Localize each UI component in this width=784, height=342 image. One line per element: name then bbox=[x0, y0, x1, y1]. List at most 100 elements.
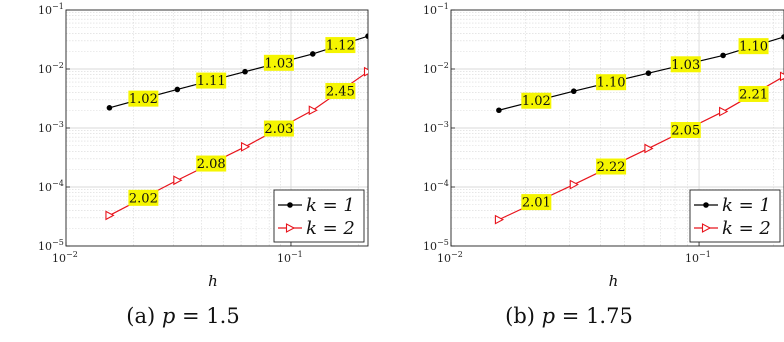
y-tick-label: 10−4 bbox=[423, 179, 449, 194]
y-tick-exponent: −3 bbox=[52, 120, 64, 129]
panel-caption: (a) p = 1.5 bbox=[126, 304, 239, 328]
y-tick-exponent: −1 bbox=[52, 2, 64, 11]
x-tick-exponent: −2 bbox=[451, 250, 463, 259]
y-tick-exponent: −4 bbox=[437, 179, 449, 188]
grid bbox=[451, 10, 784, 246]
data-point-k1 bbox=[570, 88, 577, 95]
caption-variable: p bbox=[162, 304, 175, 328]
slope-label: 1.03 bbox=[671, 58, 700, 73]
slope-label-box bbox=[738, 38, 769, 55]
y-tick-exponent: −2 bbox=[437, 61, 449, 70]
slope-label-box bbox=[738, 85, 769, 102]
y-tick-base: 10 bbox=[423, 122, 437, 135]
legend-label-k2: k = 2 bbox=[306, 218, 355, 239]
data-point-k2 bbox=[240, 141, 251, 152]
data-point-k2 bbox=[308, 105, 318, 116]
slope-label: 1.03 bbox=[264, 56, 293, 71]
y-tick-base: 10 bbox=[423, 181, 437, 194]
data-point-k1 bbox=[781, 34, 784, 40]
data-point-k2 bbox=[644, 143, 654, 154]
slope-label: 2.02 bbox=[129, 191, 158, 206]
data-point-k2 bbox=[363, 66, 368, 77]
slope-label: 1.12 bbox=[326, 39, 355, 54]
data-point-k1 bbox=[720, 52, 726, 59]
slope-label: 2.45 bbox=[326, 84, 355, 99]
y-tick-label: 10−2 bbox=[38, 61, 64, 76]
slope-label-box bbox=[128, 189, 159, 206]
data-point-k2 bbox=[719, 106, 729, 117]
slope-label-box bbox=[325, 82, 356, 99]
slope-label-box bbox=[196, 155, 227, 172]
slope-label-box bbox=[263, 120, 294, 137]
slope-label-box bbox=[596, 158, 627, 175]
y-tick-label: 10−5 bbox=[38, 238, 64, 253]
legend-marker-k1 bbox=[703, 202, 709, 208]
slope-label: 1.02 bbox=[129, 92, 158, 107]
panel-caption: (b) p = 1.75 bbox=[505, 304, 633, 328]
legend-marker-k1 bbox=[287, 202, 293, 208]
y-tick-base: 10 bbox=[38, 122, 52, 135]
x-tick-label: 10−1 bbox=[685, 250, 711, 265]
x-tick-label: 10−2 bbox=[52, 250, 78, 265]
slope-label: 2.05 bbox=[671, 124, 700, 139]
data-point-k1 bbox=[365, 33, 368, 39]
y-tick-label: 10−1 bbox=[423, 2, 449, 17]
y-tick-label: 10−4 bbox=[38, 179, 64, 194]
data-point-k1 bbox=[174, 86, 181, 93]
x-tick-base: 10 bbox=[437, 252, 451, 265]
slope-label: 1.11 bbox=[197, 74, 226, 89]
legend-marker-k2 bbox=[701, 223, 712, 233]
slope-label-box bbox=[670, 122, 701, 139]
y-tick-label: 10−3 bbox=[423, 120, 449, 135]
slope-label-box bbox=[521, 194, 552, 211]
caption-variable: p bbox=[542, 304, 555, 328]
slope-label: 1.02 bbox=[522, 94, 551, 109]
legend-label-k1: k = 1 bbox=[306, 195, 355, 216]
slope-label: 1.10 bbox=[597, 76, 626, 91]
y-tick-label: 10−5 bbox=[423, 238, 449, 253]
data-point-k2 bbox=[494, 214, 505, 225]
caption-value: = 1.75 bbox=[555, 304, 633, 328]
panel-b: 10−510−410−310−210−110−2 10−1h1.021.101.0… bbox=[423, 2, 784, 328]
slope-label: 2.22 bbox=[597, 160, 626, 175]
caption-value: = 1.5 bbox=[175, 304, 239, 328]
y-tick-exponent: −5 bbox=[437, 238, 449, 247]
x-tick-exponent: −1 bbox=[699, 250, 711, 259]
slope-label: 1.10 bbox=[739, 40, 768, 55]
x-tick-base: 10 bbox=[277, 252, 291, 265]
x-tick-base: 10 bbox=[685, 252, 699, 265]
legend: k = 1k = 2 bbox=[689, 189, 781, 243]
y-tick-base: 10 bbox=[423, 4, 437, 17]
plot-area: 1.02 1.11 1.03 1.12 2.02 2.08 2.03 2.45 bbox=[105, 33, 368, 221]
y-tick-base: 10 bbox=[423, 240, 437, 253]
y-tick-exponent: −1 bbox=[437, 2, 449, 11]
data-point-k2 bbox=[569, 179, 579, 190]
slope-label-box bbox=[596, 74, 627, 91]
data-point-k2 bbox=[105, 210, 115, 221]
data-point-k2 bbox=[779, 71, 784, 82]
y-tick-base: 10 bbox=[38, 240, 52, 253]
x-tick-exponent: −1 bbox=[291, 250, 303, 259]
data-point-k2 bbox=[173, 175, 183, 186]
y-tick-base: 10 bbox=[423, 63, 437, 76]
data-point-k1 bbox=[496, 107, 502, 114]
slope-label-box bbox=[128, 90, 159, 107]
x-tick-label: 10−1 bbox=[277, 250, 303, 265]
slope-label-box bbox=[263, 54, 294, 71]
y-tick-base: 10 bbox=[38, 63, 52, 76]
y-tick-label: 10−2 bbox=[423, 61, 449, 76]
legend-box bbox=[689, 189, 781, 243]
data-point-k1 bbox=[645, 70, 652, 76]
slope-label: 2.08 bbox=[197, 157, 226, 172]
x-axis-label: h bbox=[609, 272, 619, 290]
slope-label-box bbox=[196, 72, 227, 89]
panel-a: 10−510−410−310−210−110−2 10−1h1.021.111.0… bbox=[38, 2, 369, 328]
slope-label-box bbox=[521, 92, 552, 109]
slope-label: 2.03 bbox=[264, 122, 293, 137]
legend-label-k2: k = 2 bbox=[722, 218, 771, 239]
y-tick-label: 10−1 bbox=[38, 2, 64, 17]
y-tick-label: 10−3 bbox=[38, 120, 64, 135]
legend-marker-k2 bbox=[285, 223, 296, 233]
plot-area: 1.02 1.10 1.03 1.10 2.01 2.22 2.05 2.21 bbox=[494, 34, 784, 225]
